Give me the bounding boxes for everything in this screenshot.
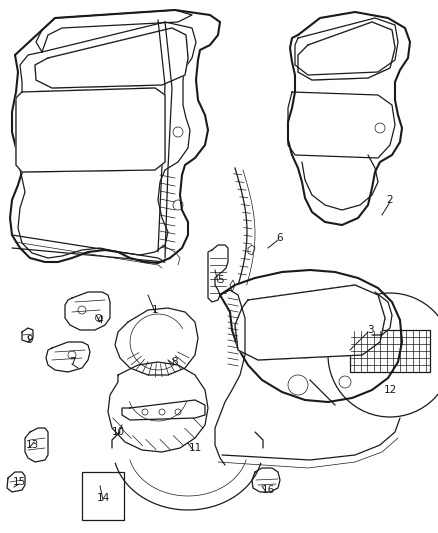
Text: 11: 11 [188, 443, 201, 453]
Text: 1: 1 [152, 305, 158, 315]
Bar [350, 330, 430, 372]
Text: 15: 15 [12, 477, 26, 487]
Bar [82, 472, 124, 520]
Text: 9: 9 [27, 335, 33, 345]
Polygon shape [16, 88, 165, 172]
Polygon shape [298, 22, 395, 80]
Text: 4: 4 [97, 315, 103, 325]
Text: 3: 3 [367, 325, 373, 335]
Text: 7: 7 [69, 357, 75, 367]
Text: 8: 8 [172, 357, 178, 367]
Polygon shape [35, 28, 188, 88]
Text: 2: 2 [387, 195, 393, 205]
Text: 13: 13 [25, 440, 39, 450]
Text: 12: 12 [383, 385, 397, 395]
Text: 10: 10 [111, 427, 124, 437]
Polygon shape [235, 285, 385, 360]
Text: 5: 5 [217, 275, 223, 285]
Text: 16: 16 [261, 485, 275, 495]
Text: 6: 6 [277, 233, 283, 243]
Text: 14: 14 [96, 493, 110, 503]
